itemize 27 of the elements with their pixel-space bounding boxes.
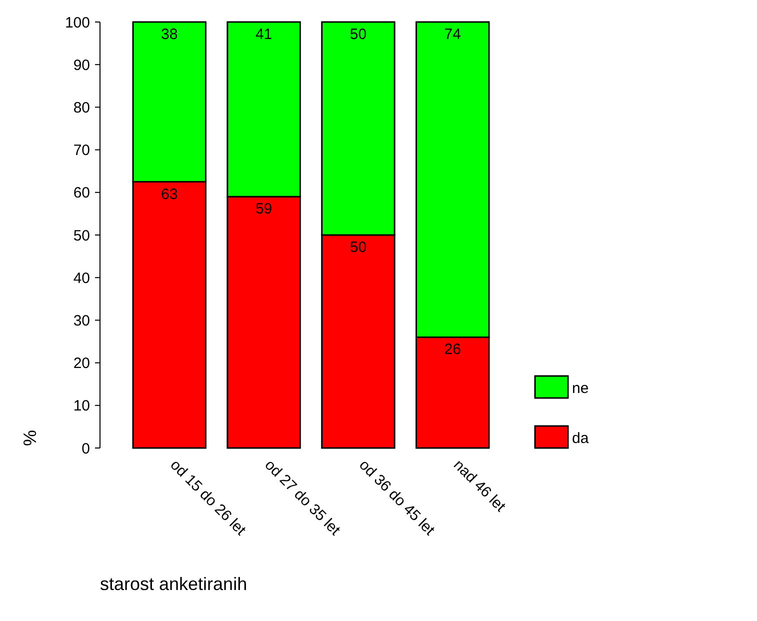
data-label: 50 bbox=[350, 26, 367, 43]
x-tick-label: od 15 do 26 let bbox=[166, 456, 250, 540]
y-tick-label: 80 bbox=[73, 99, 90, 116]
legend-label: da bbox=[572, 430, 590, 447]
x-axis-title: starost anketiranih bbox=[100, 574, 248, 594]
data-label: 38 bbox=[161, 26, 178, 43]
data-label: 63 bbox=[161, 186, 178, 203]
y-tick-label: 40 bbox=[73, 270, 90, 287]
data-label: 50 bbox=[350, 239, 367, 256]
data-label: 59 bbox=[255, 200, 272, 218]
y-axis-title: % bbox=[20, 430, 40, 446]
y-tick-label: 50 bbox=[73, 227, 90, 244]
data-label: 41 bbox=[255, 26, 272, 43]
y-tick-label: 20 bbox=[73, 355, 90, 372]
data-label: 26 bbox=[444, 341, 461, 358]
y-tick-label: 70 bbox=[73, 142, 90, 160]
x-tick-label: od 36 do 45 let bbox=[356, 456, 438, 540]
y-tick-label: 10 bbox=[73, 398, 90, 415]
y-tick-label: 60 bbox=[73, 184, 90, 202]
y-tick-label: 100 bbox=[64, 14, 90, 32]
x-tick-label: od 27 do 35 let bbox=[261, 456, 344, 540]
legend-label: ne bbox=[572, 380, 589, 397]
y-tick-label: 90 bbox=[73, 56, 90, 74]
x-tick-label: nad 46 let bbox=[450, 456, 510, 516]
data-label: 74 bbox=[444, 26, 461, 43]
y-tick-label: 0 bbox=[82, 440, 90, 458]
y-tick-label: 30 bbox=[73, 312, 90, 330]
